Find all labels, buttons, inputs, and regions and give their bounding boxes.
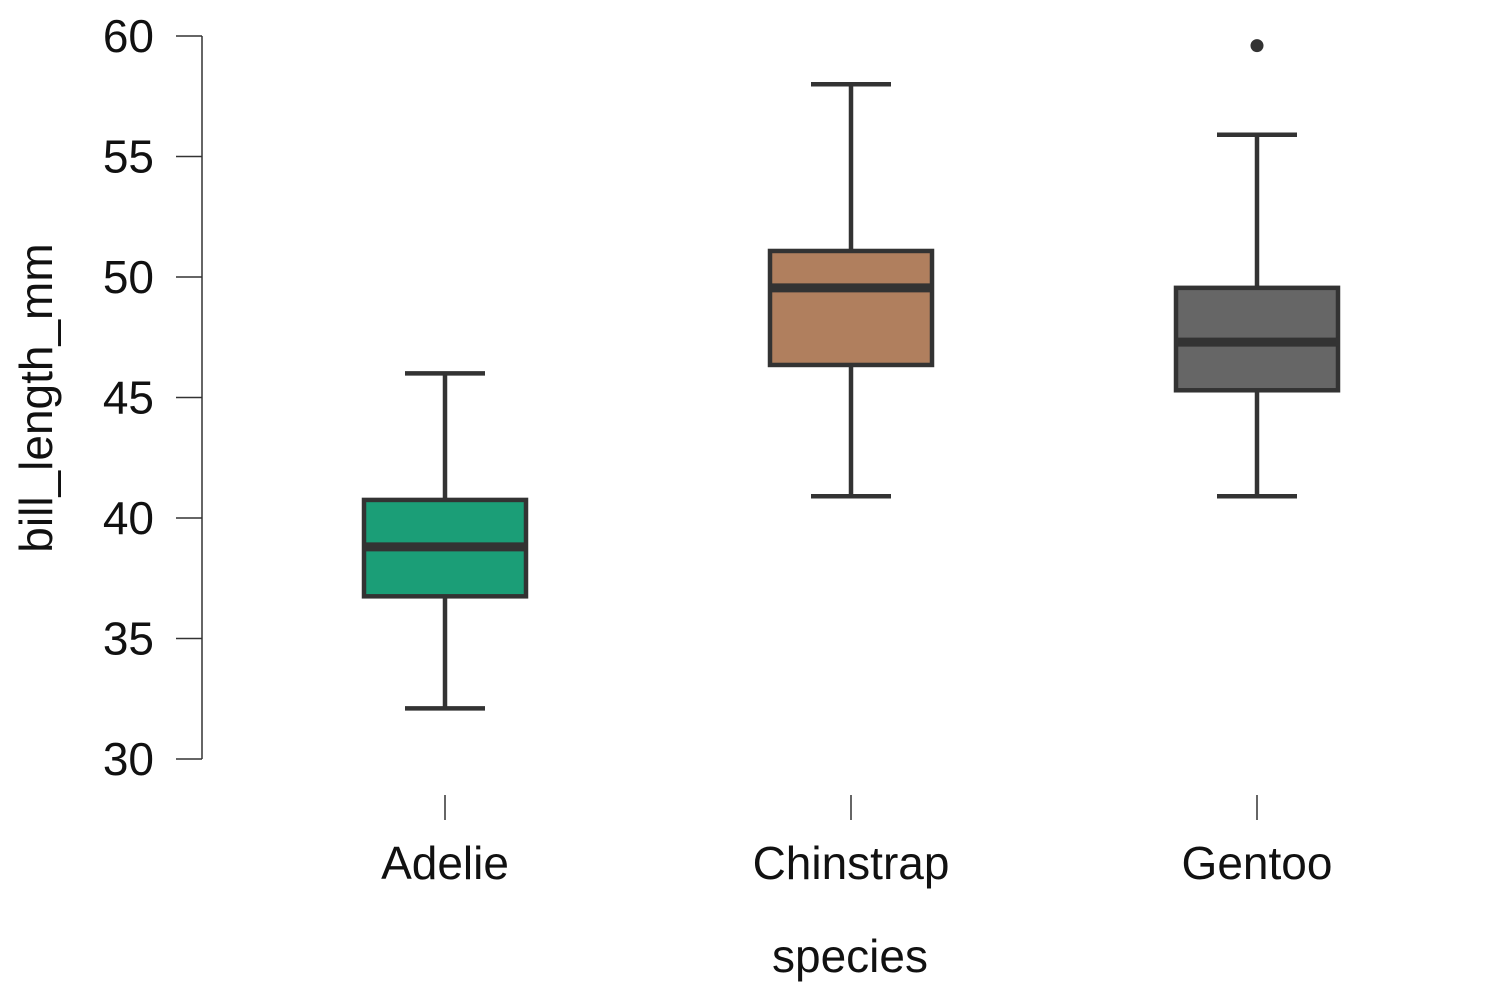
y-tick-label: 30	[103, 733, 154, 785]
y-tick-label: 40	[103, 492, 154, 544]
y-tick-label: 50	[103, 251, 154, 303]
outlier-point	[1250, 39, 1264, 53]
iqr-box	[767, 248, 935, 368]
box-adelie	[361, 371, 529, 711]
box-gentoo	[1173, 39, 1341, 499]
y-tick-label: 60	[103, 10, 154, 62]
y-axis: 30 35 40 45 50 55 60	[103, 10, 203, 785]
y-axis-title: bill_length_mm	[10, 243, 62, 552]
x-axis: Adelie Chinstrap Gentoo	[381, 795, 1332, 889]
x-tick-label: Adelie	[381, 837, 509, 889]
x-tick-label: Chinstrap	[753, 837, 950, 889]
boxes	[361, 39, 1341, 711]
y-tick-label: 45	[103, 372, 154, 424]
y-tick-label: 35	[103, 613, 154, 665]
x-axis-title: species	[772, 930, 928, 982]
box-chinstrap	[767, 81, 935, 499]
y-tick-label: 55	[103, 131, 154, 183]
x-tick-label: Gentoo	[1182, 837, 1333, 889]
